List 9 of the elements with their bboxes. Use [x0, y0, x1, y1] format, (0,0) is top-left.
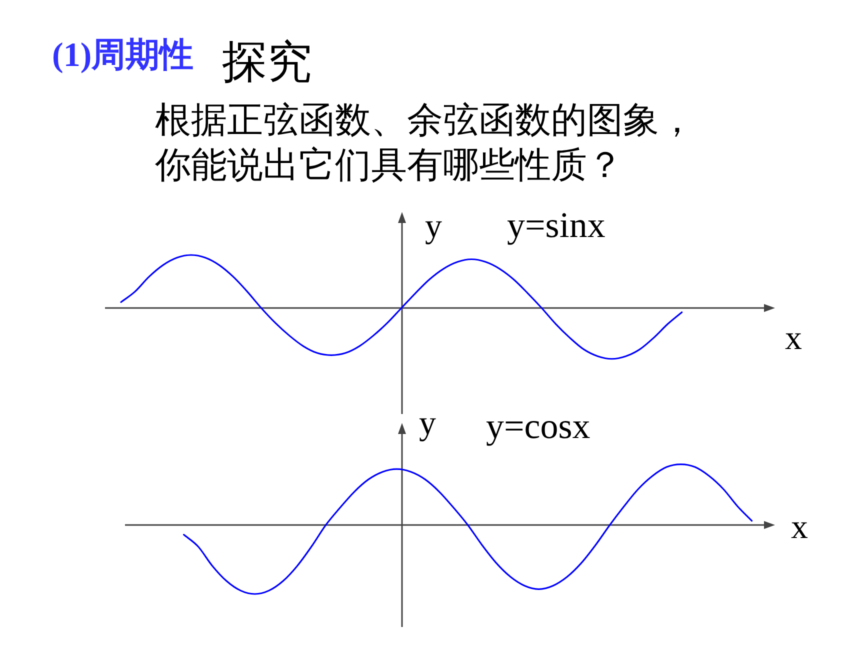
subtitle: 探究 — [222, 36, 312, 87]
ylabel: y — [425, 208, 442, 245]
annotation: 根据正弦函数、余弦函数的图象，你能说出它们具有哪些性质？ — [155, 99, 696, 187]
ylabel: y — [419, 405, 436, 442]
xlabel: x — [791, 509, 808, 546]
series-name: y=cosx — [486, 406, 590, 446]
xlabel: x — [785, 320, 802, 357]
series-name: y=sinx — [507, 205, 606, 245]
title: (1)周期性 — [52, 37, 194, 74]
